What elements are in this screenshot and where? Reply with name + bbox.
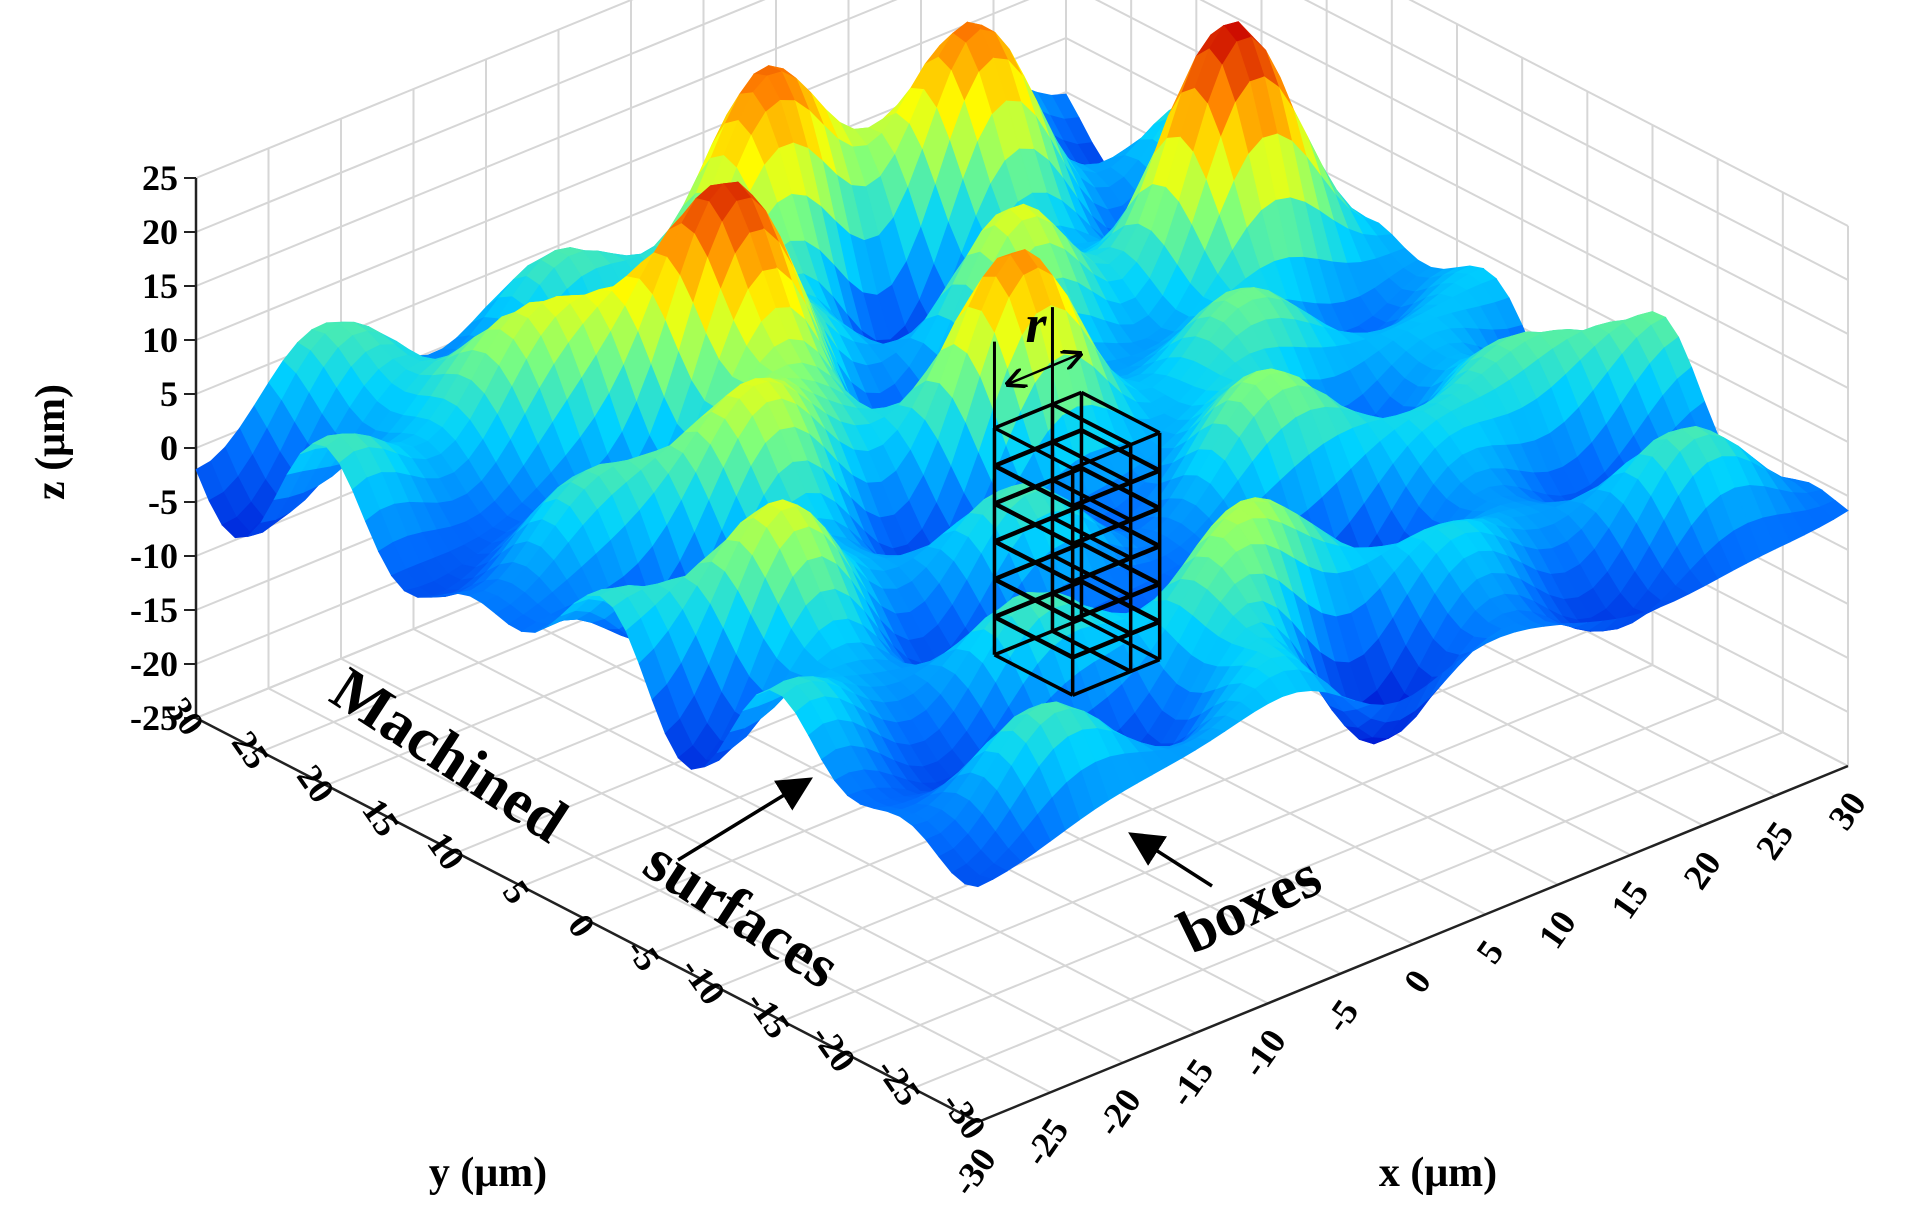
x-tick-label: -15 <box>1161 1052 1221 1114</box>
x-tick-label: -20 <box>1089 1081 1149 1143</box>
wall-grid-line <box>195 0 1030 341</box>
r-label: r <box>1025 294 1047 354</box>
z-tick-label: 0 <box>160 428 178 468</box>
z-tick-label: -5 <box>148 482 178 522</box>
x-tick-label: 30 <box>1820 785 1873 837</box>
z-tick-label: 5 <box>160 374 178 414</box>
z-tick-label: 15 <box>142 266 178 306</box>
surfaces-arrow <box>677 777 813 862</box>
wall-grid-line <box>1199 0 1849 335</box>
x-tick-label: 0 <box>1396 963 1439 1001</box>
wall-grid-line <box>195 0 898 287</box>
y-tick-label: 10 <box>419 825 472 877</box>
z-tick-label: 25 <box>142 158 178 198</box>
y-tick-label: -5 <box>618 931 668 979</box>
wall-grid-line <box>1303 0 1849 281</box>
y-tick-label: 5 <box>495 873 538 911</box>
z-tick-label: 10 <box>142 320 178 360</box>
y-tick-label: -15 <box>738 983 798 1045</box>
z-tick-label: -10 <box>130 536 178 576</box>
z-tick-label: 20 <box>142 212 178 252</box>
y-tick-label: 25 <box>224 724 277 776</box>
wall-grid-line <box>1094 0 1849 389</box>
surface-mesh <box>195 21 1849 888</box>
wall-grid-line <box>1408 0 1849 227</box>
y-tick-label: -25 <box>869 1051 929 1113</box>
z-axis-label: z (μm) <box>28 384 74 500</box>
z-tick-label: -20 <box>130 644 178 684</box>
machined-annotation-line2: surfaces <box>632 827 851 1002</box>
axis-line <box>195 716 979 1124</box>
y-tick-label: 0 <box>560 907 603 945</box>
y-tick-label: -20 <box>804 1017 864 1079</box>
y-axis-label: y (μm) <box>429 1150 547 1196</box>
y-tick-label: 15 <box>354 791 407 843</box>
axis-line <box>977 764 1849 1124</box>
y-tick-label: 20 <box>289 757 342 809</box>
wall-grid-line <box>195 0 766 233</box>
x-tick-label: 10 <box>1530 903 1583 955</box>
x-tick-label: 25 <box>1748 814 1801 866</box>
x-tick-label: 15 <box>1603 874 1656 926</box>
x-tick-label: 20 <box>1675 844 1728 896</box>
x-tick-label: -25 <box>1016 1111 1076 1173</box>
y-tick-label: -10 <box>673 950 733 1012</box>
x-axis-label: x (μm) <box>1379 1150 1497 1196</box>
x-tick-label: -30 <box>944 1141 1004 1203</box>
x-tick-label: 5 <box>1468 933 1511 971</box>
x-tick-label: -5 <box>1316 992 1366 1040</box>
y-tick-label: -30 <box>934 1084 994 1146</box>
wall-grid-line <box>195 0 634 179</box>
boxes-arrow <box>1128 832 1213 888</box>
z-tick-label: -15 <box>130 590 178 630</box>
x-tick-label: -10 <box>1234 1022 1294 1084</box>
